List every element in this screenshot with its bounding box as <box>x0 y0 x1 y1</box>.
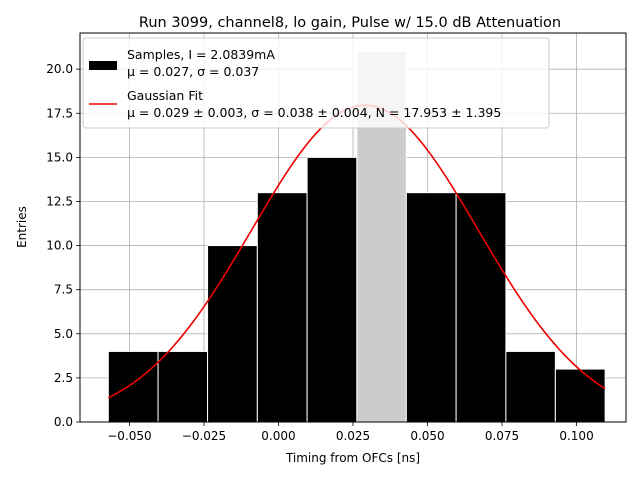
histogram-bar <box>405 192 457 423</box>
legend-fit-stats: μ = 0.029 ± 0.003, σ = 0.038 ± 0.004, N … <box>127 105 501 120</box>
x-tick-label: 0.075 <box>485 429 519 443</box>
x-axis-label: Timing from OFCs [ns] <box>285 451 420 465</box>
legend: Samples, I = 2.0839mA μ = 0.027, σ = 0.0… <box>82 37 550 129</box>
x-tick-label: 0.050 <box>410 429 444 443</box>
legend-samples-label: Samples, I = 2.0839mA <box>127 47 275 62</box>
y-axis-label: Entries <box>15 206 29 248</box>
histogram-bar <box>157 350 209 423</box>
y-tick-label: 10.0 <box>46 239 73 253</box>
legend-samples-swatch <box>89 61 117 70</box>
histogram-bar <box>256 192 308 423</box>
y-tick-label: 7.5 <box>54 283 73 297</box>
histogram-bar <box>306 156 358 423</box>
x-tick-label: 0.000 <box>261 429 295 443</box>
legend-samples-stats: μ = 0.027, σ = 0.037 <box>127 64 259 79</box>
y-tick-label: 12.5 <box>46 194 73 208</box>
y-tick-label: 20.0 <box>46 62 73 76</box>
y-tick-label: 15.0 <box>46 150 73 164</box>
x-tick-label: 0.025 <box>336 429 370 443</box>
x-tick-label: −0.025 <box>182 429 226 443</box>
legend-box <box>82 37 550 129</box>
x-axis-ticks: −0.050 −0.025 0.000 0.025 0.050 0.075 0.100 <box>107 422 594 443</box>
y-tick-label: 5.0 <box>54 327 73 341</box>
histogram-bar <box>207 245 258 423</box>
y-axis-ticks: 0.0 2.5 5.0 7.5 10.0 12.5 15.0 17.5 20.0 <box>46 62 80 429</box>
y-tick-label: 2.5 <box>54 371 73 385</box>
y-tick-label: 0.0 <box>54 415 73 429</box>
legend-fit-label: Gaussian Fit <box>127 88 203 103</box>
histogram-bar <box>107 350 159 423</box>
histogram-bar <box>455 192 507 423</box>
histogram-bar <box>505 350 556 423</box>
y-tick-label: 17.5 <box>46 106 73 120</box>
chart-title: Run 3099, channel8, lo gain, Pulse w/ 15… <box>139 15 561 31</box>
x-tick-label: −0.050 <box>107 429 151 443</box>
histogram-bar <box>554 368 606 423</box>
x-tick-label: 0.100 <box>559 429 593 443</box>
